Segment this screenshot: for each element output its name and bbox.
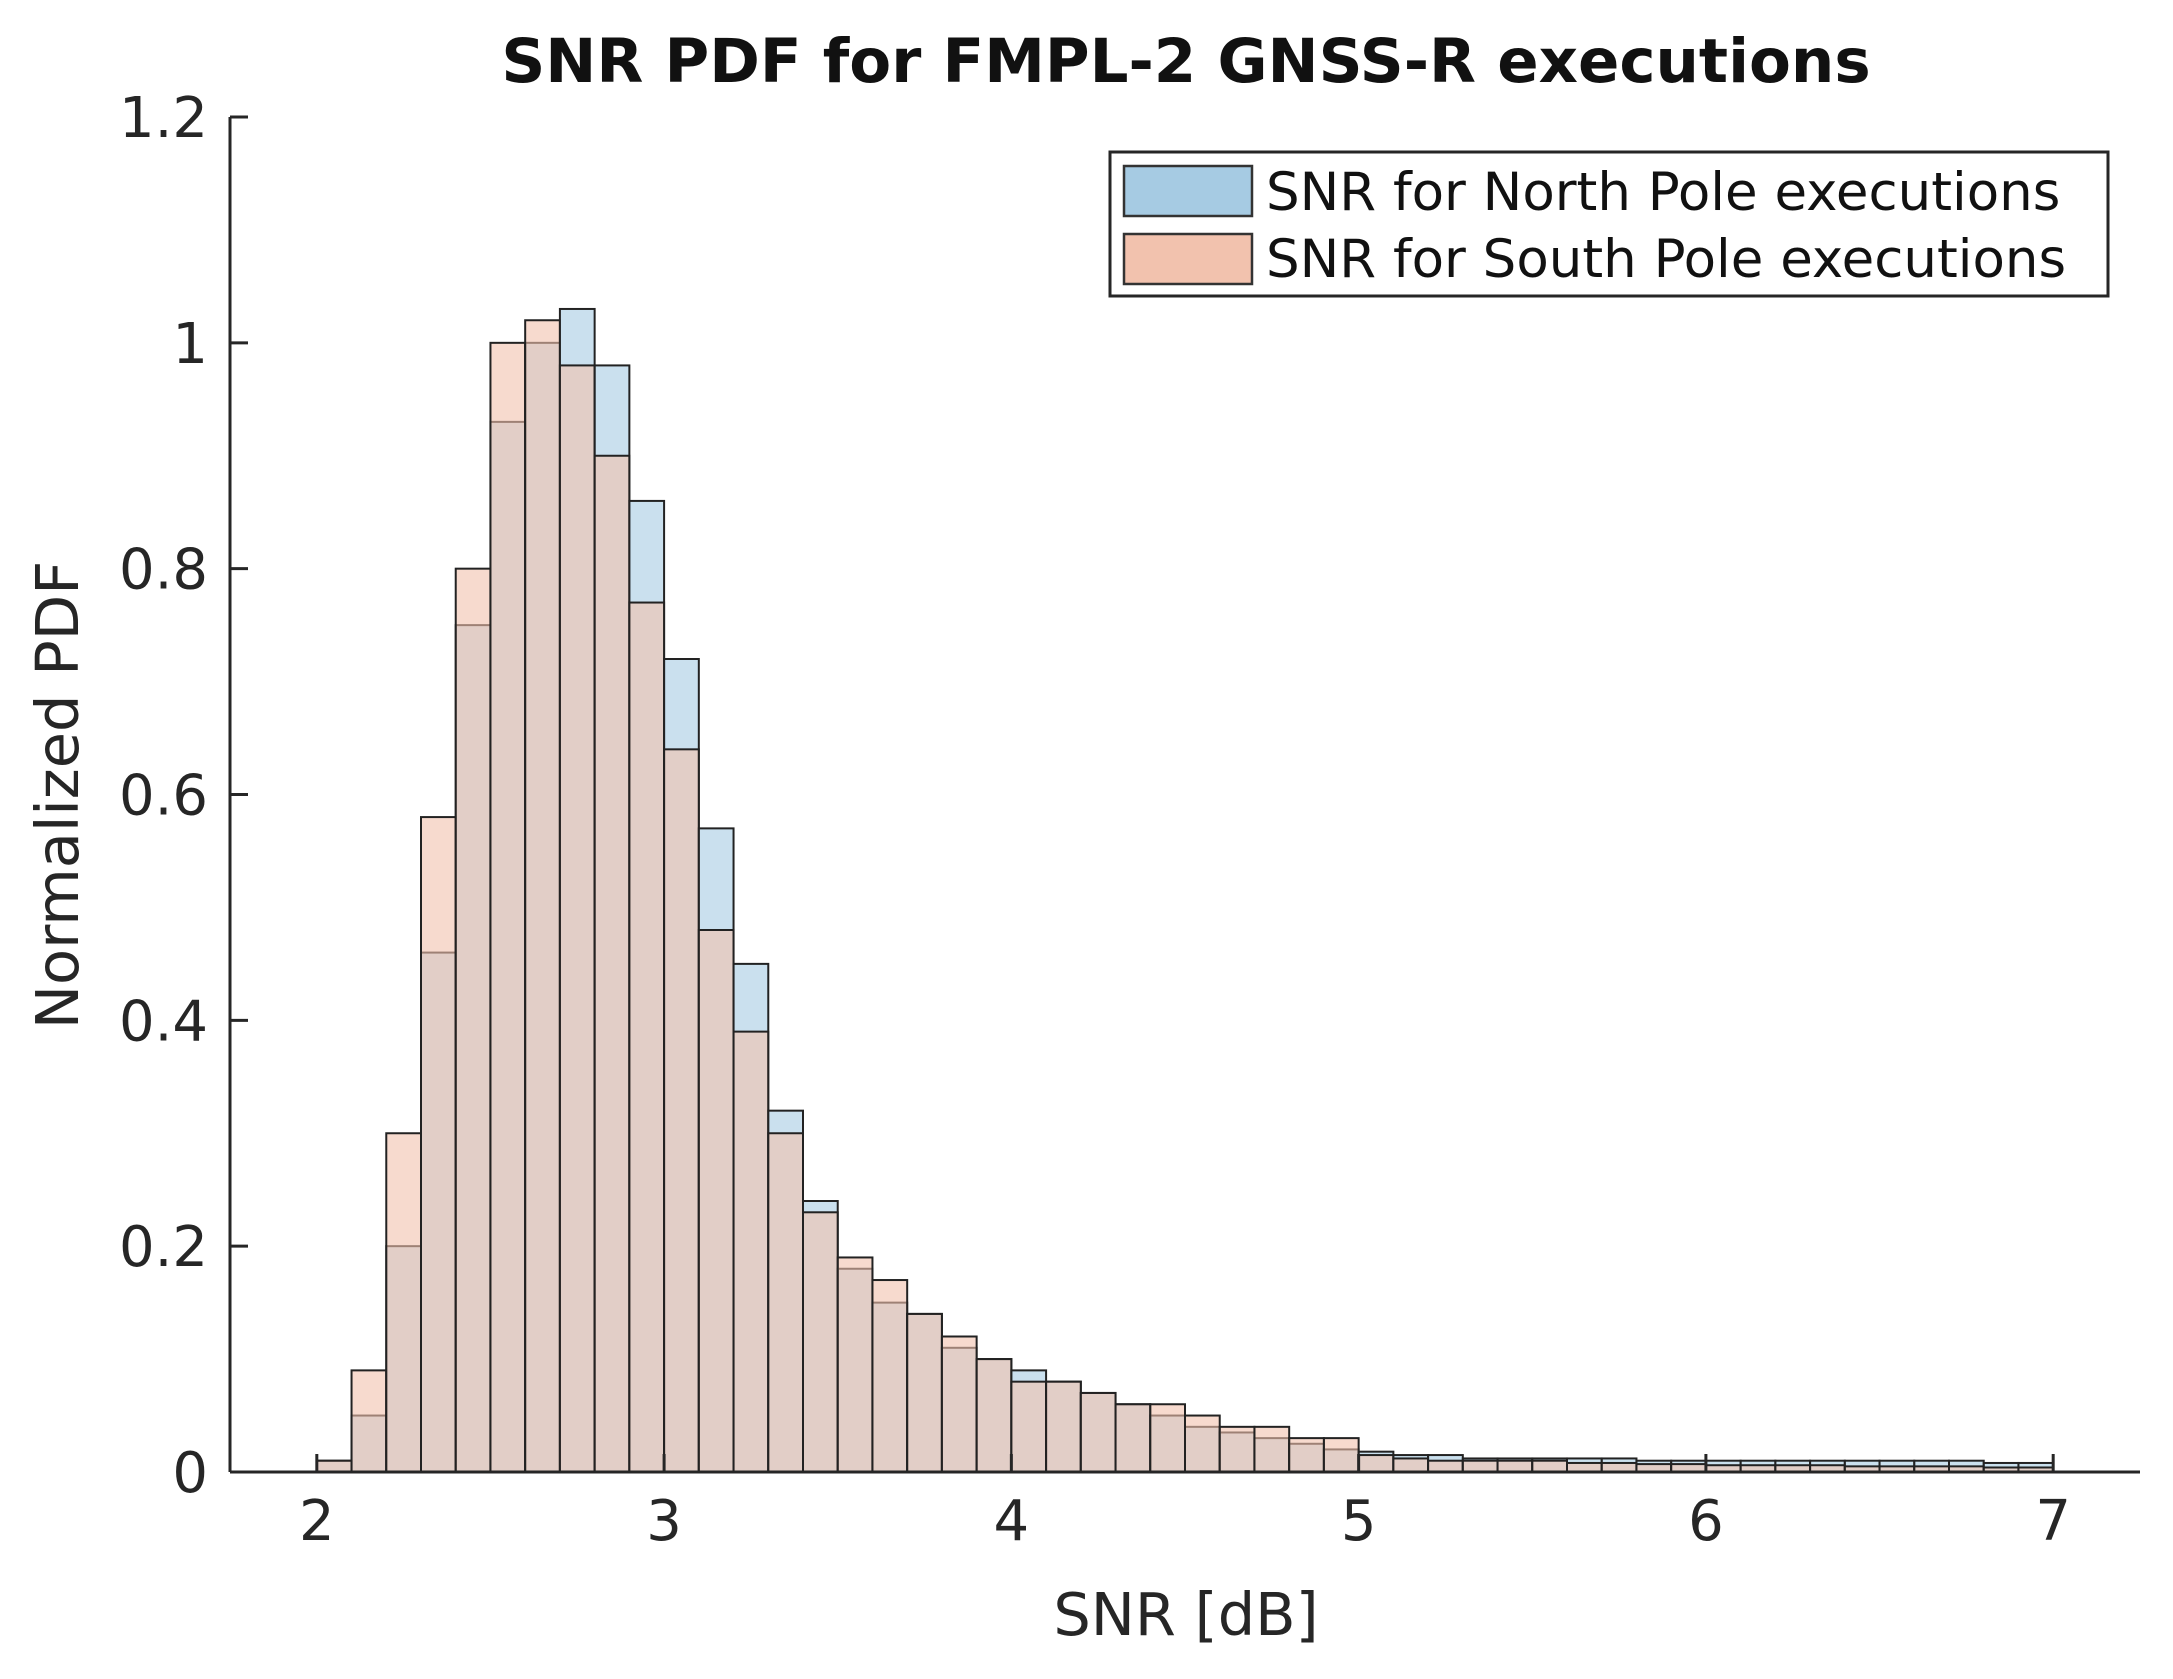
legend-label-north: SNR for North Pole executions — [1266, 162, 2060, 223]
south-bar — [315, 1459, 353, 1474]
south-bar — [1322, 1437, 1360, 1473]
south-bar — [1427, 1459, 1464, 1474]
south-bar — [871, 1279, 909, 1473]
south-bar — [1531, 1459, 1568, 1474]
y-tick-label: 0 — [172, 1441, 208, 1506]
y-ticks: 0 0.2 0.4 0.6 0.8 1 1.2 — [119, 86, 248, 1506]
bars-layer — [315, 307, 2055, 1474]
y-tick-label: 1.2 — [119, 86, 208, 151]
legend-label-south: SNR for South Pole executions — [1266, 229, 2066, 290]
legend-swatch-south — [1122, 232, 1254, 286]
south-bar — [836, 1256, 874, 1474]
x-tick-label: 5 — [1341, 1489, 1377, 1554]
south-bar — [1184, 1414, 1221, 1473]
south-bar — [940, 1335, 978, 1473]
y-tick-label: 0.6 — [119, 764, 208, 829]
legend: SNR for North Pole executions SNR for So… — [1108, 150, 2110, 298]
south-bar — [593, 454, 631, 1473]
y-tick-label: 1 — [172, 312, 208, 377]
south-bar — [1149, 1403, 1186, 1473]
south-bar — [1114, 1403, 1152, 1473]
x-tick-label: 3 — [646, 1489, 682, 1554]
south-bar — [1079, 1391, 1117, 1474]
south-bar — [558, 364, 596, 1474]
x-tick-label: 2 — [299, 1489, 335, 1554]
south-bar — [1392, 1457, 1430, 1473]
south-bar — [663, 748, 700, 1473]
south-bar — [628, 601, 666, 1473]
south-bar — [1461, 1459, 1499, 1474]
y-tick-label: 0.8 — [119, 538, 208, 603]
y-axis-label: Normalized PDF — [23, 561, 92, 1029]
x-axis-label: SNR [dB] — [1053, 1580, 1318, 1649]
x-tick-label: 4 — [994, 1489, 1030, 1554]
south-bar — [489, 341, 527, 1473]
south-bar — [350, 1369, 388, 1473]
south-bar — [1288, 1437, 1325, 1473]
south-bar — [1218, 1425, 1256, 1474]
south-bar — [1357, 1454, 1395, 1473]
south-bar — [732, 1030, 770, 1473]
south-bar — [1496, 1459, 1534, 1474]
south-bar — [1253, 1425, 1291, 1474]
south-bar — [1010, 1380, 1048, 1473]
legend-box — [1108, 150, 2110, 298]
south-bar — [802, 1211, 839, 1473]
y-tick-label: 0.2 — [119, 1215, 208, 1280]
y-tick-label: 0.4 — [119, 989, 208, 1054]
south-bar — [975, 1358, 1013, 1474]
x-tick-label: 6 — [1688, 1489, 1724, 1554]
south-bar — [420, 816, 457, 1473]
chart-title: SNR PDF for FMPL-2 GNSS-R executions — [501, 26, 1870, 97]
south-bar — [385, 1132, 423, 1473]
south-bar — [697, 929, 735, 1473]
south-bar — [1045, 1380, 1082, 1473]
south-bar — [524, 319, 561, 1473]
legend-swatch-north — [1122, 164, 1254, 218]
x-ticks: 2 3 4 5 6 7 — [299, 1454, 2071, 1554]
x-tick-label: 7 — [2035, 1489, 2071, 1554]
south-bar — [767, 1132, 804, 1473]
south-bar — [906, 1312, 943, 1473]
south-bar — [454, 567, 492, 1473]
